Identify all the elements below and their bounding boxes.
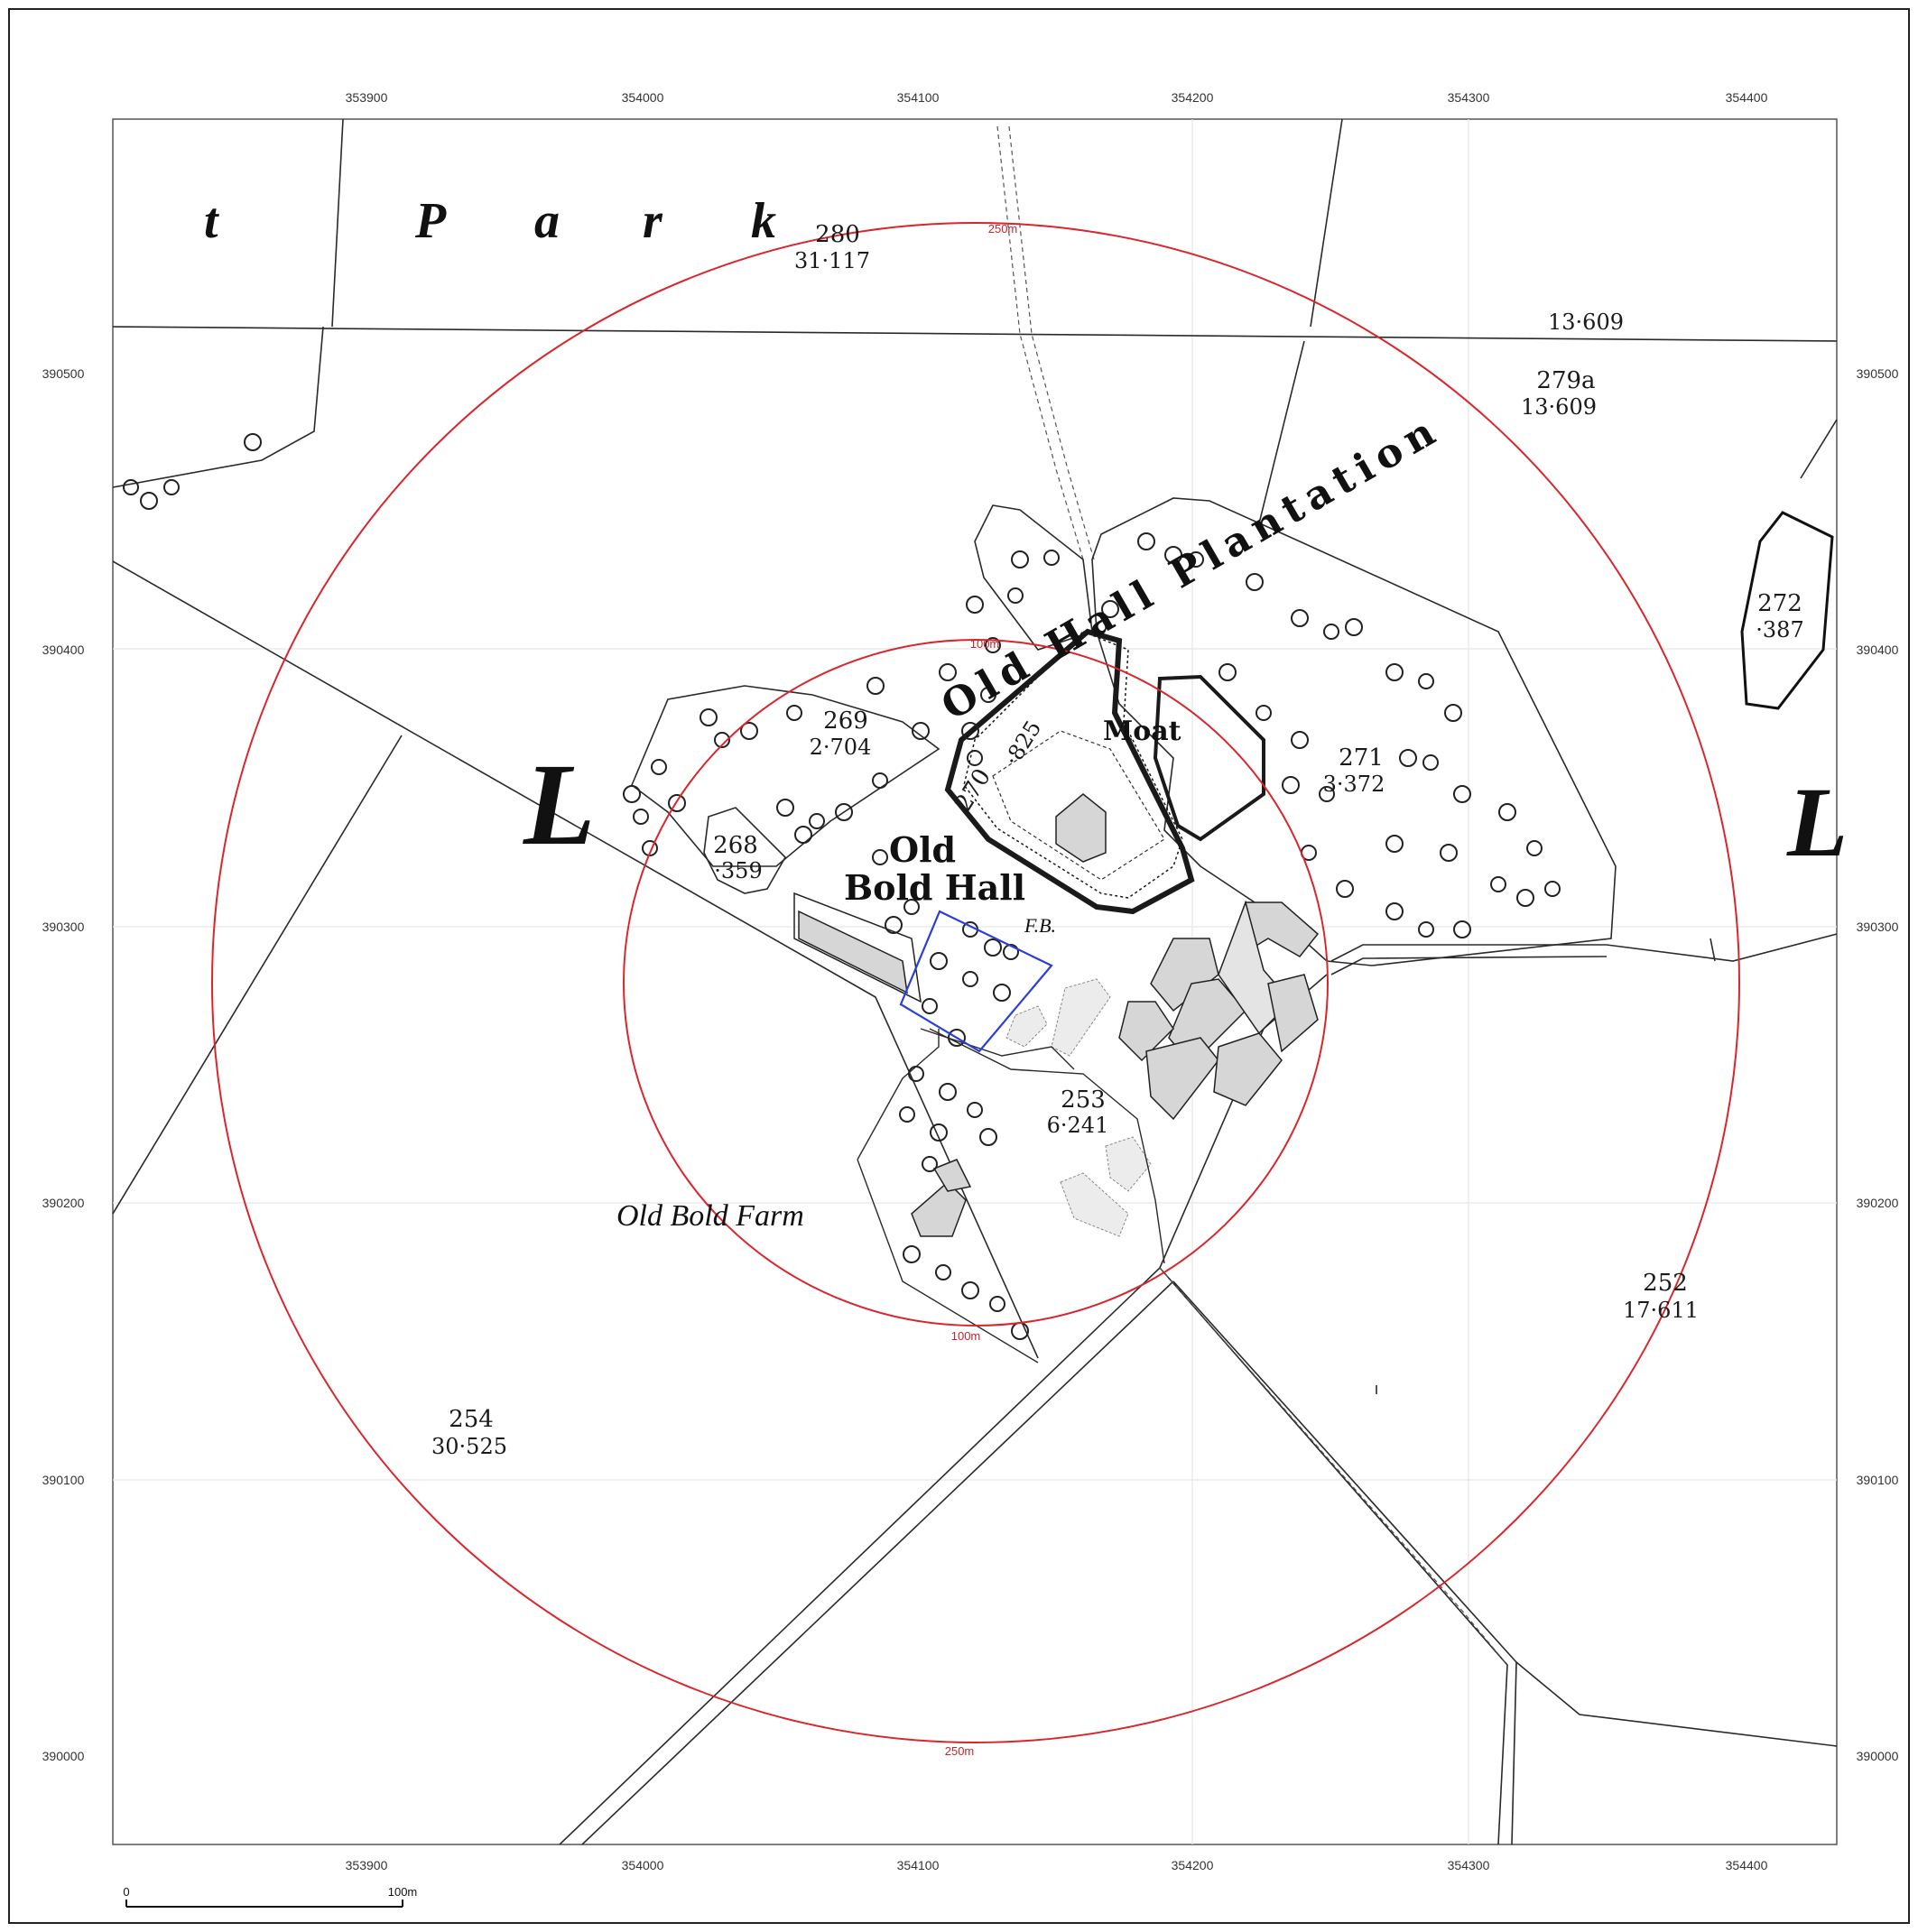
easting-labels-bottom: 353900 354000 354100 354200 354300 35440… (346, 1858, 1768, 1872)
left-edge-letter: L (523, 740, 595, 870)
tree-symbols (123, 433, 1561, 1340)
parcel-area: 3·372 (1323, 772, 1385, 797)
easting-label: 354400 (1726, 90, 1768, 105)
parcel-number: 279a (1536, 367, 1595, 394)
moat (944, 628, 1265, 915)
easting-label: 354000 (622, 1858, 664, 1872)
yard-patches (1005, 978, 1152, 1237)
easting-label: 354300 (1448, 1858, 1490, 1872)
site-boundary (899, 910, 1053, 1053)
easting-label: 354400 (1726, 1858, 1768, 1872)
parcel-272-outline (1740, 511, 1834, 710)
parcel-area: 30·525 (431, 1434, 507, 1459)
northing-label: 390100 (1857, 1473, 1899, 1487)
easting-label: 354300 (1448, 90, 1490, 105)
field-boundaries (112, 118, 1838, 1845)
buffer-ring-100m (623, 639, 1329, 1327)
northing-label: 390100 (42, 1473, 85, 1487)
park-letter: P (414, 193, 447, 249)
park-letter: r (643, 193, 663, 249)
parcel-area: 13·609 (1548, 310, 1624, 335)
easting-label: 354000 (622, 90, 664, 105)
parcel-number: 269 (823, 707, 868, 735)
parcel-area: 17·611 (1623, 1298, 1699, 1323)
buildings (793, 793, 1320, 1237)
fb-label: F.B. (1024, 914, 1056, 937)
northing-label: 390000 (42, 1749, 85, 1763)
scale-end-label: 100m (388, 1885, 418, 1899)
ring-label-250m-bottom: 250m (945, 1744, 975, 1758)
old-bold-farm-label: Old Bold Farm (616, 1199, 804, 1233)
park-letter: t (204, 193, 219, 249)
parcel-area: ·359 (714, 858, 762, 883)
easting-label: 353900 (346, 1858, 388, 1872)
northing-label: 390300 (1857, 920, 1899, 934)
parcel-268-outline (703, 807, 786, 894)
parcel-area: 13·609 (1521, 394, 1597, 420)
parcel-number: 280 (815, 221, 860, 248)
northing-label: 390200 (1857, 1196, 1899, 1210)
ring-label-100m-bottom: 100m (951, 1329, 981, 1343)
northing-label: 390000 (1857, 1749, 1899, 1763)
ring-label-250m-top: 250m (988, 222, 1018, 236)
right-edge-letter: L (1786, 767, 1848, 877)
park-label: t P a r k (204, 193, 776, 249)
park-letter: k (751, 193, 776, 249)
northing-label: 390400 (42, 642, 85, 657)
parcel-area: 6·241 (1047, 1113, 1109, 1138)
parcel-number: 268 (713, 832, 758, 859)
footpath (996, 125, 1508, 1666)
parcel-number: 252 (1643, 1270, 1688, 1297)
easting-label: 354100 (897, 1858, 940, 1872)
easting-label: 354100 (897, 90, 940, 105)
easting-label: 354200 (1172, 1858, 1214, 1872)
parcel-number: 272 (1757, 590, 1802, 617)
moat-label: Moat (1103, 716, 1181, 747)
ring-label-100m-top: 100m (970, 637, 1000, 651)
easting-labels-top: 353900 354000 354100 354200 354300 35440… (346, 90, 1768, 105)
northing-label: 390300 (42, 920, 85, 934)
scale-bar: 0 100m (123, 1885, 418, 1908)
scale-start-label: 0 (123, 1885, 129, 1899)
grid-lines (113, 119, 1837, 1844)
northing-labels-left: 390500 390400 390300 390200 390100 39000… (42, 366, 85, 1763)
old-bold-hall-line1: Old (889, 829, 956, 870)
parcel-number: 271 (1339, 744, 1384, 772)
easting-label: 354200 (1172, 90, 1214, 105)
park-letter: a (534, 193, 560, 249)
old-bold-hall-line2: Bold Hall (844, 867, 1025, 908)
northing-label: 390400 (1857, 642, 1899, 657)
parcel-area: 2·704 (810, 735, 872, 760)
map-frame (112, 118, 1838, 1845)
northing-label: 390500 (1857, 366, 1899, 381)
farm-tracks (857, 1028, 1165, 1363)
buffer-ring-250m (211, 222, 1740, 1743)
northing-label: 390500 (42, 366, 85, 381)
parcel-area: ·387 (1756, 617, 1803, 642)
easting-label: 353900 (346, 90, 388, 105)
parcel-number: 254 (449, 1406, 494, 1433)
northing-label: 390200 (42, 1196, 85, 1210)
parcel-area: 31·117 (794, 248, 870, 273)
parcel-number: 253 (1061, 1086, 1106, 1114)
northing-labels-right: 390500 390400 390300 390200 390100 39000… (1857, 366, 1899, 1763)
